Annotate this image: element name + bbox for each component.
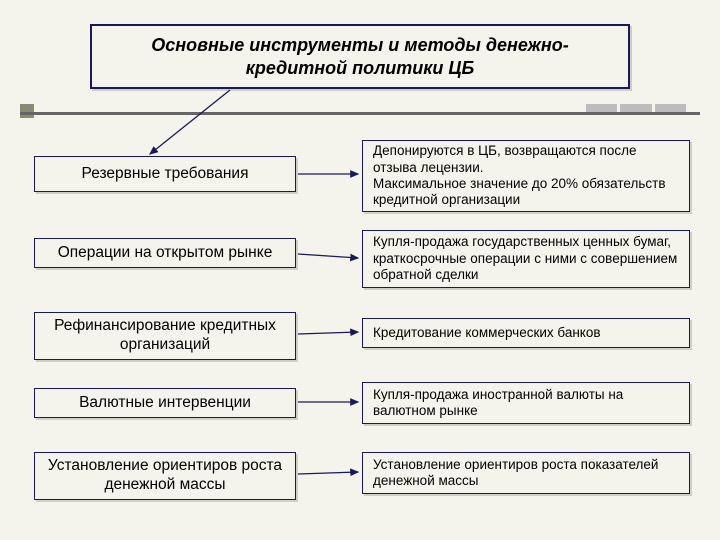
instrument-box: Резервные требования <box>34 156 296 192</box>
title-text: Основные инструменты и методы денежно-кр… <box>151 35 569 78</box>
instrument-label: Рефинансирование кредитных организаций <box>43 317 287 354</box>
instrument-box: Рефинансирование кредитных организаций <box>34 312 296 360</box>
instrument-box: Валютные интервенции <box>34 388 296 418</box>
instrument-label: Резервные требования <box>82 165 249 184</box>
instrument-label: Установление ориентиров роста денежной м… <box>43 457 287 494</box>
description-text: Установление ориентиров роста показателе… <box>373 457 679 490</box>
description-box: Депонируются в ЦБ, возвращаются после от… <box>362 140 690 212</box>
description-text: Купля-продажа государственных ценных бум… <box>373 234 679 283</box>
description-box: Кредитование коммерческих банков <box>362 318 690 348</box>
instrument-box: Операции на открытом рынке <box>34 238 296 268</box>
bullet-decor <box>20 104 34 118</box>
title-box: Основные инструменты и методы денежно-кр… <box>90 24 630 89</box>
instrument-box: Установление ориентиров роста денежной м… <box>34 452 296 500</box>
description-text: Кредитование коммерческих банков <box>373 325 601 341</box>
description-text: Купля-продажа иностранной валюты на валю… <box>373 387 679 420</box>
horizontal-rule <box>20 112 700 115</box>
instrument-label: Операции на открытом рынке <box>58 244 273 263</box>
description-box: Купля-продажа государственных ценных бум… <box>362 230 690 288</box>
hr-accent <box>586 104 686 112</box>
description-box: Установление ориентиров роста показателе… <box>362 452 690 494</box>
description-text: Депонируются в ЦБ, возвращаются после от… <box>373 143 679 209</box>
instrument-label: Валютные интервенции <box>79 394 251 413</box>
description-box: Купля-продажа иностранной валюты на валю… <box>362 382 690 424</box>
